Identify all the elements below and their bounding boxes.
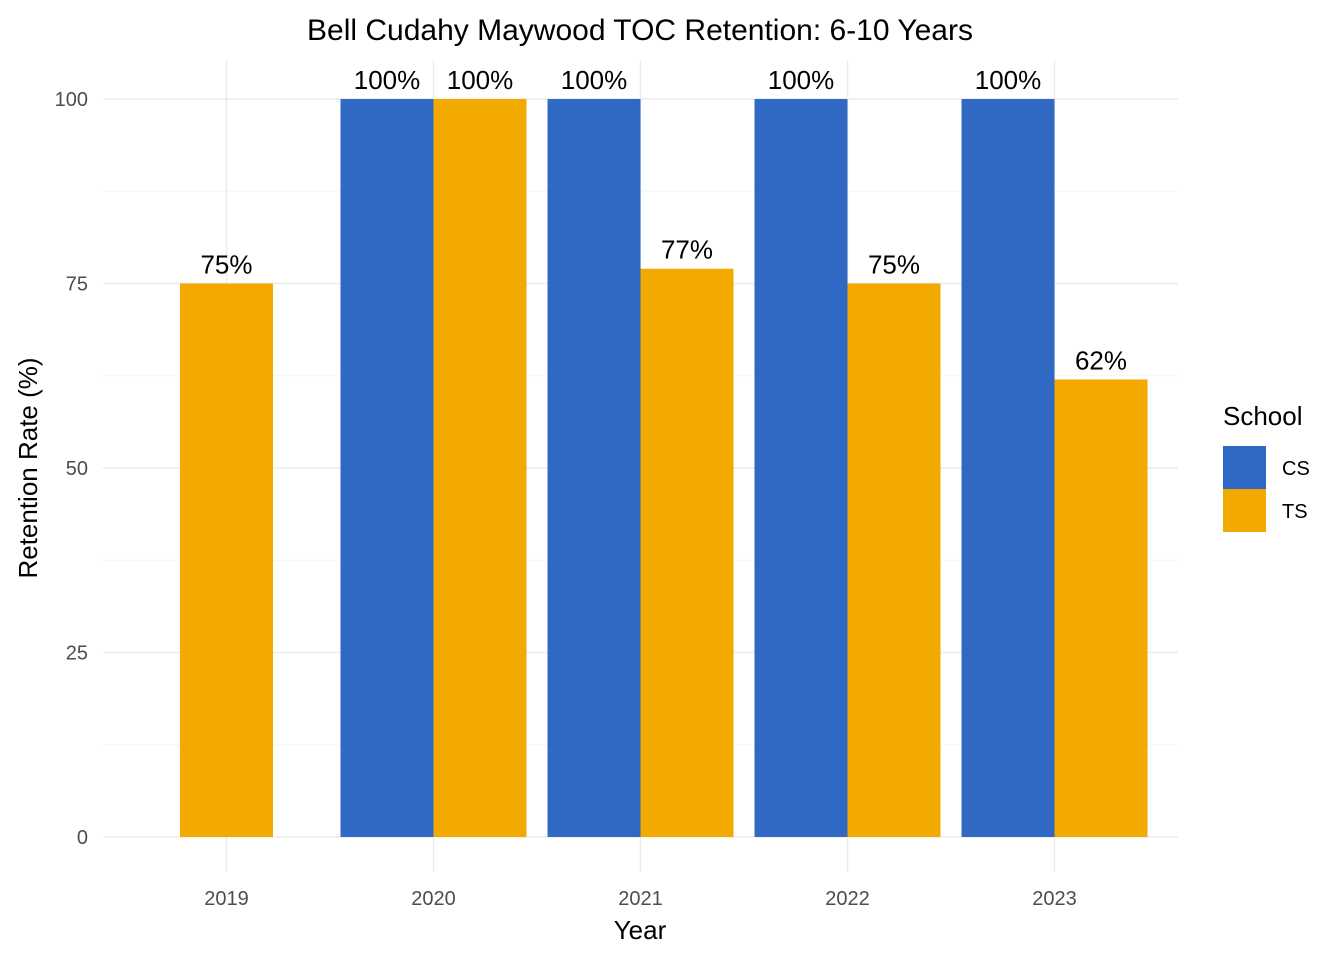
bar-ts-2021 bbox=[640, 268, 734, 837]
x-axis-title: Year bbox=[614, 915, 667, 945]
x-tick-label: 2019 bbox=[204, 888, 249, 910]
bar-ts-2022 bbox=[847, 283, 941, 837]
legend: School CS TS bbox=[1223, 401, 1310, 532]
y-tick-label: 25 bbox=[66, 643, 88, 665]
bar-cs-2021 bbox=[547, 99, 641, 837]
bar-ts-2019 bbox=[180, 283, 273, 837]
bar-label-cs-2023: 100% bbox=[975, 65, 1042, 95]
bar-value-labels: 75% 100% 100% 100% 77% 100% 75% 100% 62% bbox=[200, 65, 1127, 375]
x-tick-label: 2023 bbox=[1032, 888, 1077, 910]
y-tick-label: 100 bbox=[55, 89, 88, 111]
bar-label-ts-2019: 75% bbox=[200, 250, 252, 280]
bar-label-ts-2022: 75% bbox=[868, 250, 920, 280]
legend-swatch-cs bbox=[1223, 446, 1266, 489]
bar-label-cs-2020: 100% bbox=[354, 65, 421, 95]
bar-label-ts-2021: 77% bbox=[661, 235, 713, 265]
bar-ts-2023 bbox=[1054, 379, 1148, 837]
bar-cs-2023 bbox=[961, 99, 1055, 837]
bar-cs-2022 bbox=[754, 99, 848, 837]
chart-title: Bell Cudahy Maywood TOC Retention: 6-10 … bbox=[307, 14, 973, 47]
y-tick-label: 0 bbox=[77, 827, 88, 849]
x-tick-label: 2020 bbox=[411, 888, 456, 910]
bar-label-ts-2023: 62% bbox=[1075, 345, 1127, 375]
bar-cs-2020 bbox=[340, 99, 434, 837]
bar-ts-2020 bbox=[433, 99, 527, 837]
bars bbox=[180, 99, 1148, 837]
x-tick-label: 2021 bbox=[618, 888, 663, 910]
legend-swatch-ts bbox=[1223, 489, 1266, 532]
y-tick-label: 75 bbox=[66, 274, 88, 296]
y-axis-title: Retention Rate (%) bbox=[13, 357, 43, 578]
x-tick-label: 2022 bbox=[825, 888, 870, 910]
bar-label-ts-2020: 100% bbox=[447, 65, 514, 95]
y-axis-ticks: 0 25 50 75 100 bbox=[55, 89, 88, 849]
legend-title: School bbox=[1223, 401, 1303, 431]
bar-label-cs-2022: 100% bbox=[768, 65, 835, 95]
legend-label-cs: CS bbox=[1282, 458, 1310, 480]
y-tick-label: 50 bbox=[66, 458, 88, 480]
legend-label-ts: TS bbox=[1282, 501, 1308, 523]
bar-label-cs-2021: 100% bbox=[561, 65, 628, 95]
x-axis-ticks: 2019 2020 2021 2022 2023 bbox=[204, 888, 1077, 910]
